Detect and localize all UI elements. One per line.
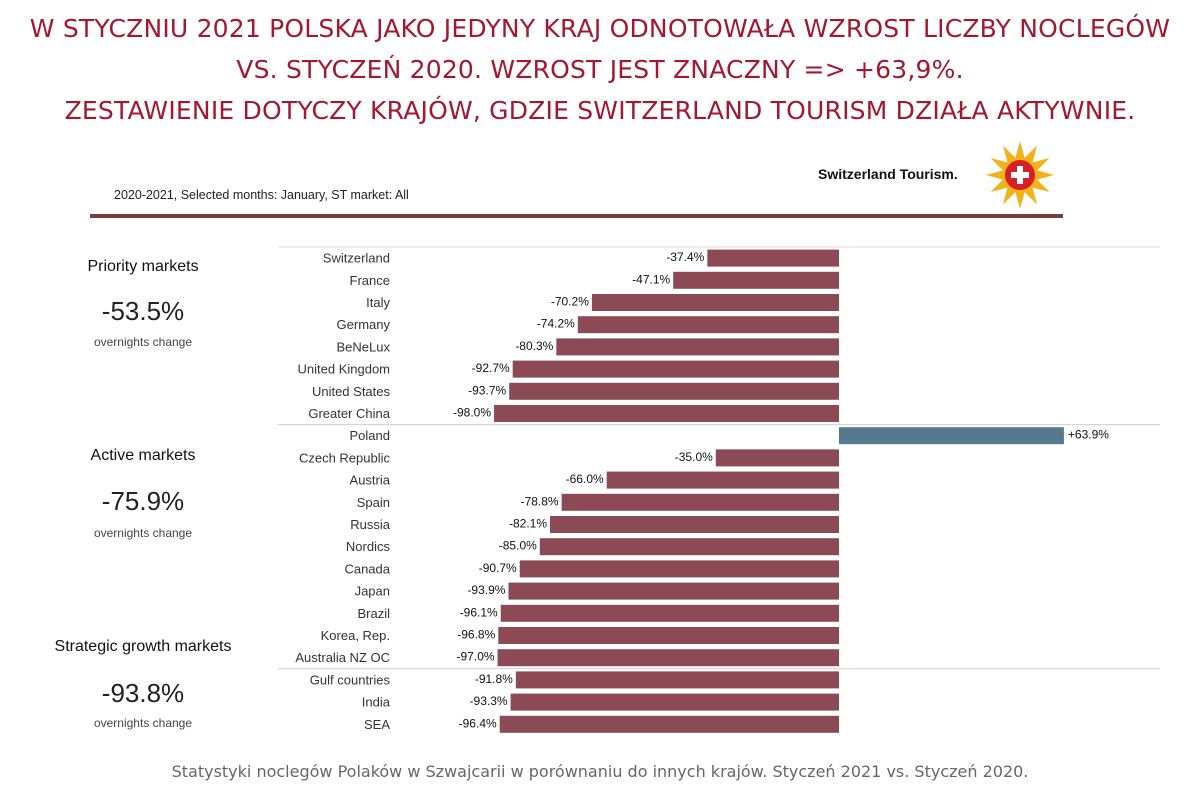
bar <box>515 671 839 689</box>
bar <box>606 471 839 489</box>
category-label: Canada <box>344 561 390 576</box>
data-label: -93.3% <box>470 694 508 708</box>
group-caption-active: overnights change <box>93 526 193 540</box>
bar <box>510 693 839 711</box>
bar <box>500 604 839 622</box>
data-label: -96.1% <box>460 605 498 619</box>
data-label: -97.0% <box>457 650 495 664</box>
category-label: Spain <box>357 495 390 510</box>
category-label: Russia <box>350 517 391 532</box>
bar <box>539 538 839 556</box>
group-caption-strategic: overnights change <box>93 716 193 730</box>
bar <box>512 360 839 378</box>
bar <box>839 427 1064 445</box>
group-value-priority: -53.5% <box>101 296 185 326</box>
bar <box>673 271 839 289</box>
bar <box>577 316 839 334</box>
bar <box>494 405 839 422</box>
chart-subtitle: 2020-2021, Selected months: January, ST … <box>114 188 409 202</box>
data-label: -92.7% <box>472 361 510 375</box>
category-label: Greater China <box>308 406 390 421</box>
group-label-priority: Priority markets <box>87 258 199 275</box>
data-label: -80.3% <box>515 339 553 353</box>
category-label: Germany <box>337 317 391 332</box>
bar <box>497 649 839 667</box>
category-label: India <box>362 695 391 710</box>
data-label: -85.0% <box>499 539 537 553</box>
category-label: France <box>350 273 390 288</box>
bar <box>591 294 839 311</box>
data-label: -96.8% <box>457 628 495 642</box>
data-label: -91.8% <box>475 672 513 686</box>
data-label: -74.2% <box>537 317 575 331</box>
group-label-strategic: Strategic growth markets <box>54 638 232 655</box>
bar <box>707 249 839 267</box>
data-label: -93.7% <box>468 383 506 397</box>
category-label: Japan <box>355 584 390 599</box>
data-label: -37.4% <box>666 250 704 264</box>
headline-line-3: ZESTAWIENIE DOTYCZY KRAJÓW, GDZIE SWITZE… <box>64 96 1136 125</box>
category-label: United States <box>312 384 391 399</box>
headline-line-1: W STYCZNIU 2021 POLSKA JAKO JEDYNY KRAJ … <box>29 14 1171 43</box>
group-value-strategic: -93.8% <box>101 678 185 708</box>
category-label: Korea, Rep. <box>321 628 390 643</box>
bar <box>499 715 839 733</box>
category-label: Gulf countries <box>310 672 391 687</box>
bar <box>715 449 839 467</box>
category-label: Italy <box>366 295 390 310</box>
data-label: -82.1% <box>509 517 547 531</box>
category-label: Australia NZ OC <box>295 650 390 665</box>
group-label-active: Active markets <box>90 447 196 464</box>
data-label: -47.1% <box>632 272 670 286</box>
sun-logo-icon <box>986 141 1054 209</box>
data-label: -98.0% <box>453 406 491 420</box>
category-label: Poland <box>350 428 390 443</box>
category-label: Austria <box>350 473 391 488</box>
category-label: Nordics <box>346 539 391 554</box>
data-label: -96.4% <box>459 716 497 730</box>
data-label: -66.0% <box>566 472 604 486</box>
bar <box>498 627 839 644</box>
data-label: -35.0% <box>675 450 713 464</box>
category-label: United Kingdom <box>298 362 391 377</box>
category-label: Brazil <box>357 606 390 621</box>
data-label: -78.8% <box>521 494 559 508</box>
bar <box>519 560 839 578</box>
bar <box>508 582 839 600</box>
bar <box>509 382 839 400</box>
headline-line-2: VS. STYCZEŃ 2020. WZROST JEST ZNACZNY =>… <box>236 55 964 84</box>
image-caption: Statystyki noclegów Polaków w Szwajcarii… <box>171 762 1029 781</box>
bar <box>561 493 839 511</box>
data-label: -90.7% <box>479 561 517 575</box>
bar <box>556 338 839 356</box>
data-label: +63.9% <box>1068 428 1109 442</box>
bar <box>550 516 839 533</box>
category-label: Czech Republic <box>299 450 391 465</box>
group-caption-priority: overnights change <box>93 335 193 349</box>
header-rule <box>90 214 1063 218</box>
brand-name: Switzerland Tourism. <box>818 166 958 182</box>
group-value-active: -75.9% <box>101 486 185 516</box>
data-label: -93.9% <box>467 583 505 597</box>
category-label: SEA <box>364 717 390 732</box>
category-label: Switzerland <box>323 251 390 266</box>
category-label: BeNeLux <box>337 339 391 354</box>
headline: W STYCZNIU 2021 POLSKA JAKO JEDYNY KRAJ … <box>0 8 1200 131</box>
data-label: -70.2% <box>551 295 589 309</box>
